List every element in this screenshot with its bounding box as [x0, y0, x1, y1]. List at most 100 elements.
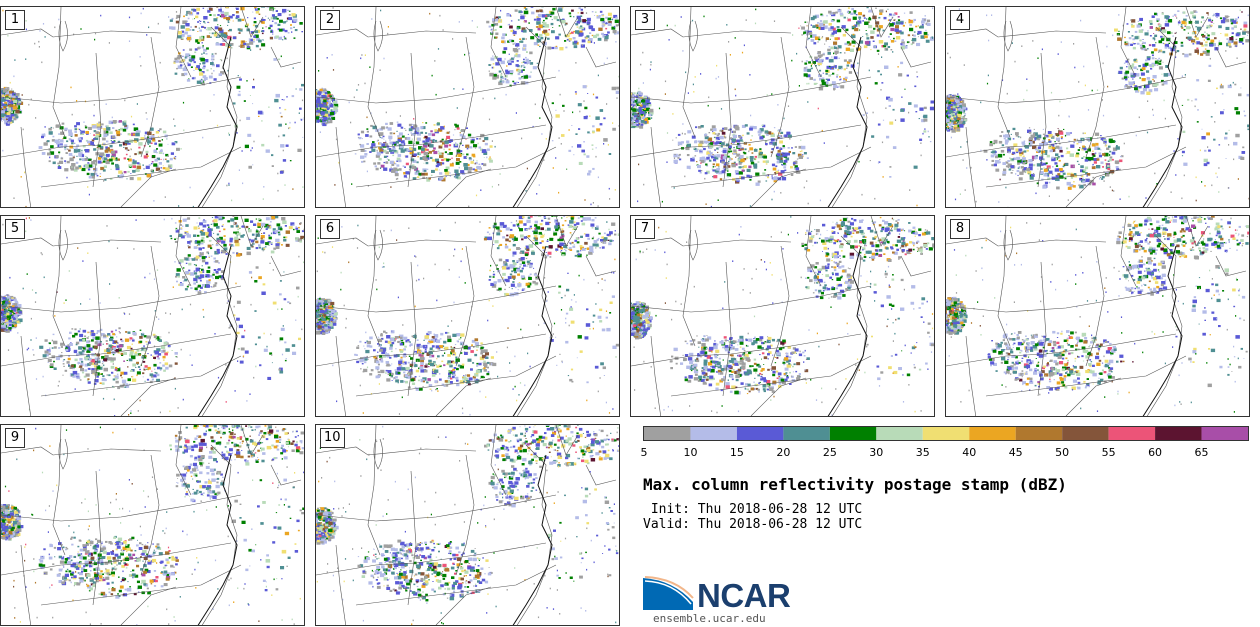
reflectivity-map — [946, 7, 1249, 207]
state-border — [1065, 168, 1122, 207]
state-border — [1185, 7, 1209, 38]
state-border — [140, 454, 160, 576]
state-border — [688, 229, 698, 261]
colorbar-segment — [736, 427, 784, 440]
state-border — [335, 335, 347, 416]
state-border — [631, 28, 792, 38]
state-border — [490, 425, 507, 496]
coastline — [1142, 36, 1183, 207]
member-number: 1 — [5, 10, 25, 30]
state-border — [682, 216, 696, 347]
state-border — [367, 425, 381, 556]
state-border — [1, 446, 162, 456]
postage-stamp-panel: 2 — [315, 6, 620, 208]
colorbar-tick-label: 20 — [776, 446, 791, 459]
state-border — [585, 255, 617, 277]
state-border — [355, 146, 557, 188]
state-border — [1, 28, 162, 38]
state-border — [435, 586, 492, 625]
state-border — [435, 168, 492, 207]
state-border — [585, 464, 617, 486]
colorbar-segment — [644, 427, 691, 440]
state-border — [240, 425, 264, 456]
postage-stamp-panel: 1 — [0, 6, 305, 208]
state-border — [688, 20, 698, 52]
state-border — [997, 216, 1011, 347]
colorbar-tick-label: 45 — [1008, 446, 1023, 459]
state-border — [367, 216, 381, 347]
state-border — [516, 235, 553, 416]
state-border — [175, 425, 192, 496]
state-border — [1, 494, 242, 522]
reflectivity-map — [316, 7, 619, 207]
state-border — [1, 237, 162, 247]
colorbar-tick-label: 25 — [822, 446, 837, 459]
state-border — [900, 46, 932, 68]
coastline — [827, 245, 868, 416]
state-border — [870, 7, 894, 38]
state-border — [367, 7, 381, 138]
state-border — [1037, 52, 1047, 188]
state-border — [670, 146, 872, 188]
state-border — [435, 377, 492, 416]
state-border — [650, 126, 662, 207]
state-border — [965, 335, 977, 416]
state-border — [316, 124, 547, 158]
member-number: 2 — [320, 10, 340, 30]
postage-stamp-panel: 6 — [315, 215, 620, 417]
state-border — [201, 444, 238, 625]
colorbar-tick-label: 55 — [1101, 446, 1116, 459]
colorbar-segment — [1155, 427, 1202, 440]
state-border — [455, 36, 475, 158]
state-border — [120, 377, 177, 416]
state-border — [946, 237, 1107, 247]
state-border — [805, 7, 822, 78]
member-number: 6 — [320, 219, 340, 239]
state-border — [631, 237, 792, 247]
state-border — [555, 216, 579, 247]
state-border — [985, 146, 1187, 188]
state-border — [946, 333, 1177, 367]
state-border — [985, 355, 1187, 397]
state-border — [270, 255, 302, 277]
coastline — [1142, 245, 1183, 416]
state-border — [1, 124, 232, 158]
coastline — [827, 36, 868, 207]
state-border — [58, 20, 68, 52]
coastline — [512, 36, 553, 207]
state-border — [1185, 216, 1209, 247]
state-border — [490, 216, 507, 287]
colorbar-tick-label: 5 — [640, 446, 648, 459]
state-border — [1085, 36, 1105, 158]
state-border — [20, 126, 32, 207]
state-border — [120, 168, 177, 207]
state-border — [1146, 26, 1183, 207]
state-border — [831, 235, 868, 416]
state-border — [805, 216, 822, 287]
state-border — [140, 245, 160, 367]
state-border — [946, 76, 1187, 104]
state-border — [316, 333, 547, 367]
state-border — [870, 216, 894, 247]
state-border — [373, 438, 383, 470]
postage-stamp-panel: 5 — [0, 215, 305, 417]
state-border — [20, 544, 32, 625]
state-border — [490, 7, 507, 78]
colorbar-segment — [922, 427, 970, 440]
postage-stamp-panel: 10 — [315, 424, 620, 626]
ncar-logo-text: NCAR — [697, 577, 791, 614]
state-border — [316, 237, 477, 247]
state-border — [831, 26, 868, 207]
state-border — [516, 26, 553, 207]
valid-time: Valid: Thu 2018-06-28 12 UTC — [643, 517, 863, 532]
reflectivity-colorbar — [643, 426, 1249, 441]
colorbar-tick-label: 10 — [683, 446, 698, 459]
postage-stamp-panel: 9 — [0, 424, 305, 626]
reflectivity-map — [316, 425, 619, 625]
reflectivity-map — [631, 216, 934, 416]
state-border — [631, 76, 872, 104]
state-border — [270, 464, 302, 486]
state-border — [40, 146, 242, 188]
colorbar-segment — [1062, 427, 1109, 440]
state-border — [750, 377, 807, 416]
